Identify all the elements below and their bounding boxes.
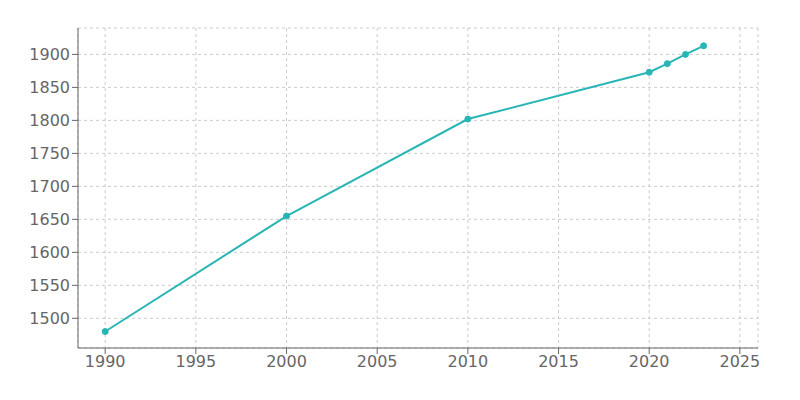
svg-text:1600: 1600 <box>29 243 70 262</box>
svg-text:2020: 2020 <box>629 352 670 371</box>
svg-text:2010: 2010 <box>448 352 489 371</box>
svg-text:1800: 1800 <box>29 111 70 130</box>
svg-text:1850: 1850 <box>29 78 70 97</box>
svg-text:1750: 1750 <box>29 144 70 163</box>
svg-text:1650: 1650 <box>29 210 70 229</box>
svg-text:2025: 2025 <box>720 352 761 371</box>
svg-text:1550: 1550 <box>29 276 70 295</box>
svg-text:1995: 1995 <box>176 352 217 371</box>
svg-text:2005: 2005 <box>357 352 398 371</box>
svg-text:2015: 2015 <box>538 352 579 371</box>
svg-text:1990: 1990 <box>85 352 126 371</box>
svg-text:1700: 1700 <box>29 177 70 196</box>
svg-text:1500: 1500 <box>29 309 70 328</box>
svg-text:1900: 1900 <box>29 45 70 64</box>
svg-text:2000: 2000 <box>266 352 307 371</box>
